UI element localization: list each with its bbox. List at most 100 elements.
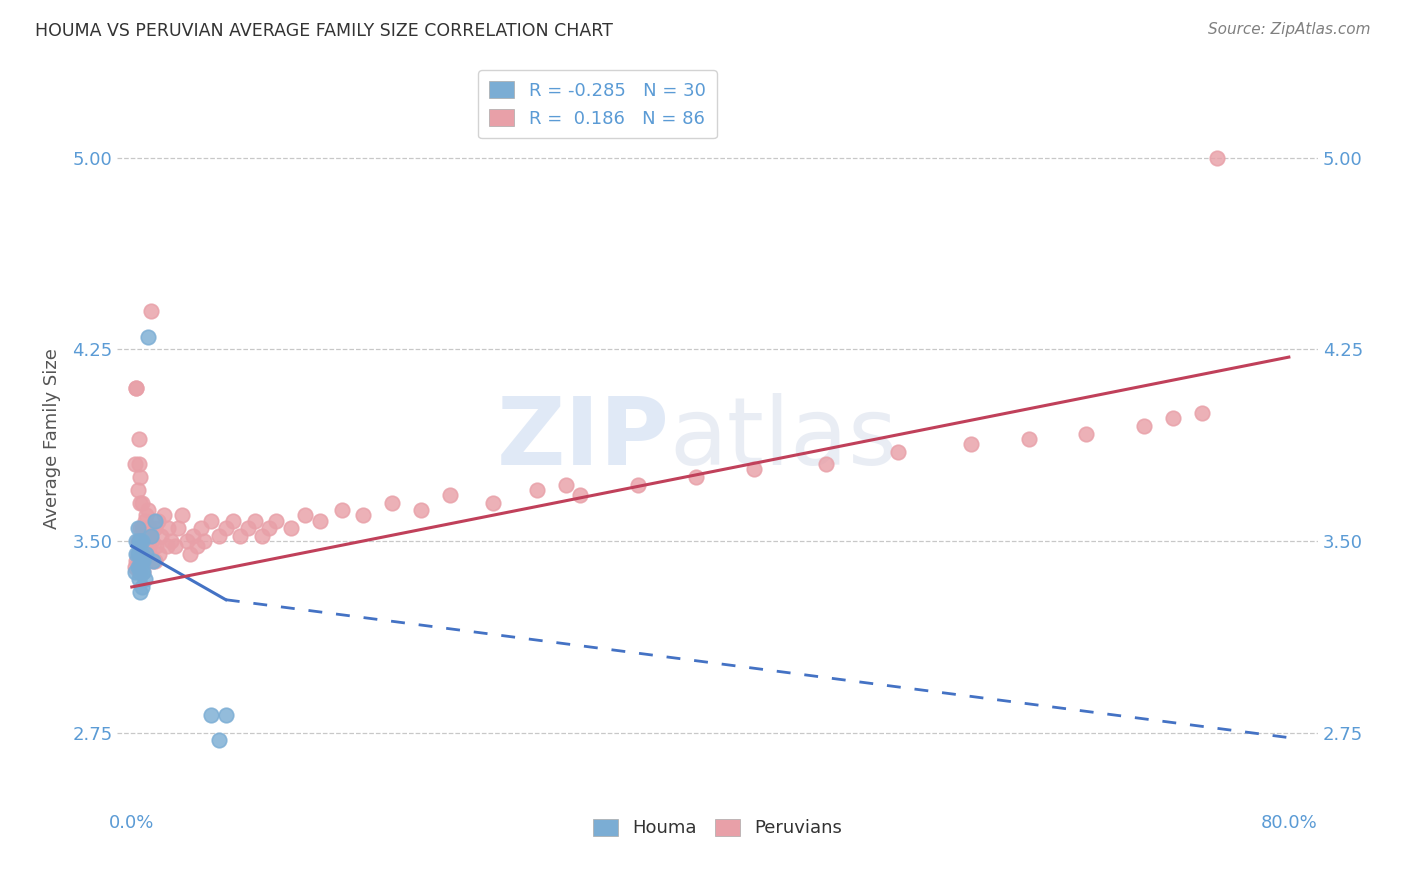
- Point: [138, 547, 160, 561]
- Point: [125, 533, 148, 548]
- Point: [132, 565, 155, 579]
- Point: [152, 508, 174, 523]
- Point: [215, 707, 238, 722]
- Point: [134, 539, 156, 553]
- Point: [136, 329, 159, 343]
- Text: atlas: atlas: [669, 392, 898, 485]
- Legend: Houma, Peruvians: Houma, Peruvians: [585, 812, 849, 845]
- Point: [131, 580, 153, 594]
- Point: [155, 539, 177, 553]
- Point: [160, 533, 183, 548]
- Point: [1018, 432, 1040, 446]
- Point: [125, 381, 148, 395]
- Point: [128, 547, 150, 561]
- Point: [138, 521, 160, 535]
- Point: [176, 533, 198, 548]
- Point: [143, 554, 166, 568]
- Point: [127, 483, 149, 497]
- Point: [165, 539, 187, 553]
- Point: [145, 539, 167, 553]
- Point: [554, 477, 576, 491]
- Point: [742, 462, 765, 476]
- Point: [135, 508, 157, 523]
- Point: [131, 496, 153, 510]
- Point: [129, 585, 152, 599]
- Point: [482, 496, 505, 510]
- Point: [266, 514, 288, 528]
- Point: [179, 547, 201, 561]
- Point: [128, 565, 150, 579]
- Point: [215, 521, 238, 535]
- Point: [141, 533, 163, 548]
- Point: [131, 565, 153, 579]
- Point: [569, 488, 592, 502]
- Point: [526, 483, 548, 497]
- Point: [143, 514, 166, 528]
- Point: [124, 458, 146, 472]
- Point: [128, 559, 150, 574]
- Point: [134, 514, 156, 528]
- Point: [439, 488, 461, 502]
- Point: [308, 514, 330, 528]
- Point: [250, 529, 273, 543]
- Point: [167, 521, 190, 535]
- Text: Source: ZipAtlas.com: Source: ZipAtlas.com: [1208, 22, 1371, 37]
- Point: [1205, 151, 1227, 165]
- Point: [200, 707, 222, 722]
- Point: [172, 508, 194, 523]
- Point: [959, 437, 981, 451]
- Point: [149, 529, 172, 543]
- Point: [627, 477, 650, 491]
- Point: [1191, 406, 1213, 420]
- Point: [236, 521, 259, 535]
- Y-axis label: Average Family Size: Average Family Size: [44, 349, 60, 529]
- Point: [135, 533, 157, 548]
- Point: [128, 458, 150, 472]
- Point: [132, 521, 155, 535]
- Point: [127, 521, 149, 535]
- Point: [409, 503, 432, 517]
- Point: [131, 539, 153, 553]
- Point: [125, 554, 148, 568]
- Point: [124, 559, 146, 574]
- Point: [127, 547, 149, 561]
- Point: [135, 547, 157, 561]
- Point: [257, 521, 280, 535]
- Point: [1161, 411, 1184, 425]
- Point: [132, 547, 155, 561]
- Point: [200, 514, 222, 528]
- Point: [136, 529, 159, 543]
- Point: [139, 529, 162, 543]
- Point: [381, 496, 404, 510]
- Point: [1133, 419, 1156, 434]
- Point: [128, 432, 150, 446]
- Point: [243, 514, 266, 528]
- Point: [352, 508, 374, 523]
- Point: [131, 547, 153, 561]
- Point: [129, 547, 152, 561]
- Point: [134, 572, 156, 586]
- Point: [129, 470, 152, 484]
- Point: [142, 554, 165, 568]
- Point: [143, 521, 166, 535]
- Point: [229, 529, 252, 543]
- Point: [125, 547, 148, 561]
- Point: [181, 529, 204, 543]
- Point: [193, 533, 215, 548]
- Point: [127, 533, 149, 548]
- Point: [131, 533, 153, 548]
- Point: [186, 539, 208, 553]
- Point: [127, 547, 149, 561]
- Point: [131, 521, 153, 535]
- Point: [815, 458, 838, 472]
- Point: [128, 572, 150, 586]
- Point: [129, 554, 152, 568]
- Text: ZIP: ZIP: [496, 392, 669, 485]
- Point: [1076, 426, 1098, 441]
- Point: [280, 521, 302, 535]
- Point: [138, 539, 160, 553]
- Point: [127, 559, 149, 574]
- Point: [129, 533, 152, 548]
- Text: HOUMA VS PERUVIAN AVERAGE FAMILY SIZE CORRELATION CHART: HOUMA VS PERUVIAN AVERAGE FAMILY SIZE CO…: [35, 22, 613, 40]
- Point: [685, 470, 707, 484]
